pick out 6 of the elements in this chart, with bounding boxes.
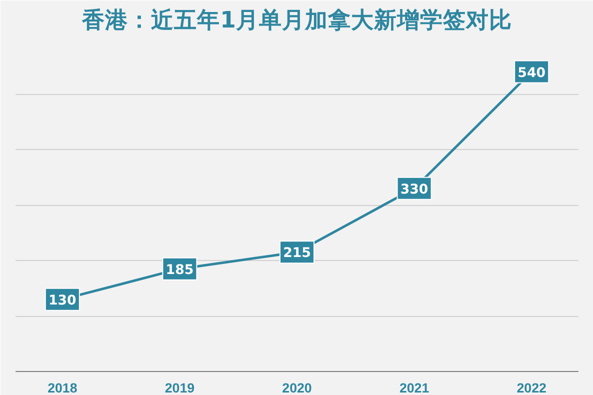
x-tick-label: 2020: [282, 380, 312, 395]
x-tick-label: 2022: [516, 380, 546, 395]
x-tick-label: 2019: [164, 380, 195, 395]
x-tick-label: 2021: [399, 380, 430, 395]
chart-title: 香港：近五年1月单月加拿大新增学签对比: [81, 6, 512, 34]
x-tick-label: 2018: [48, 380, 78, 395]
